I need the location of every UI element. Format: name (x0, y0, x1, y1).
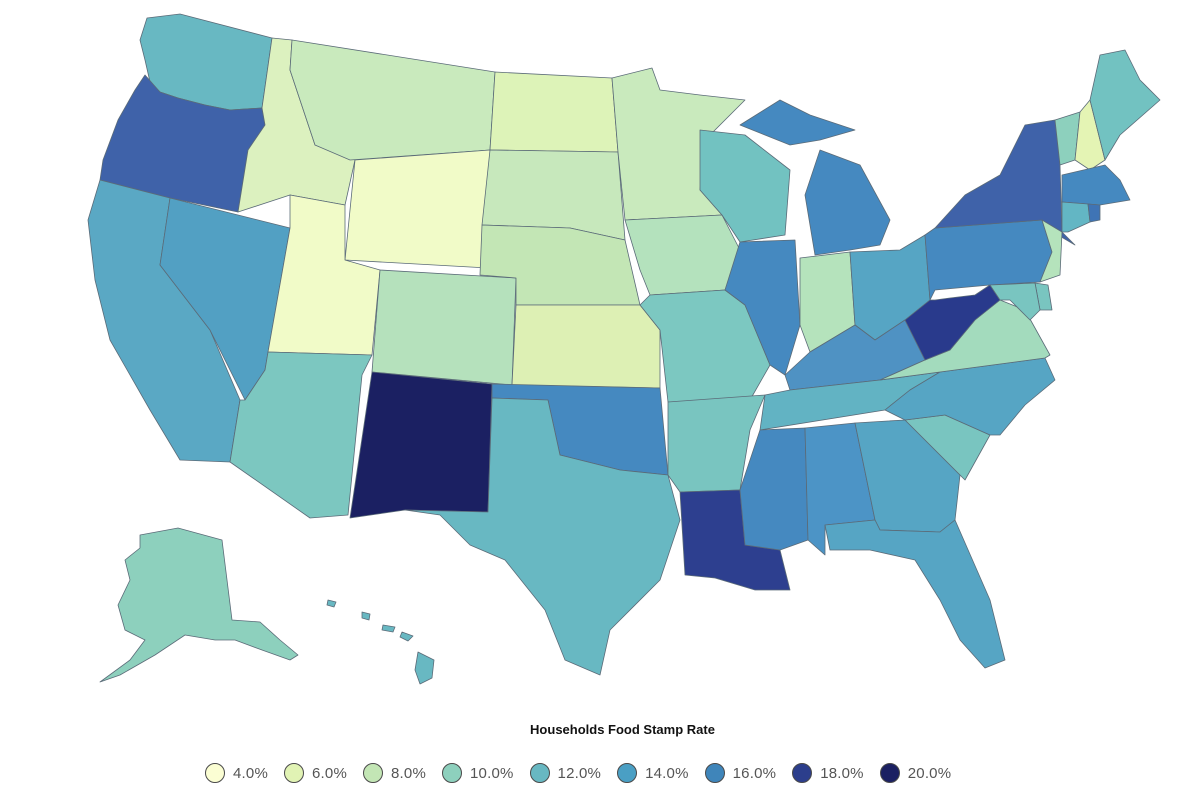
legend-label: 20.0% (907, 764, 952, 782)
state-MT[interactable] (289, 39, 496, 161)
legend-item[interactable]: 20.0% (879, 763, 952, 783)
legend-swatch (704, 763, 725, 783)
state-AK[interactable] (99, 527, 299, 683)
legend-label: 12.0% (557, 764, 602, 782)
state-CO[interactable] (371, 269, 517, 386)
state-RI[interactable] (1087, 203, 1101, 223)
state-NM[interactable] (349, 371, 493, 519)
state-FL[interactable] (824, 519, 1006, 669)
legend-label: 14.0% (645, 764, 689, 782)
state-NH[interactable] (1074, 99, 1106, 171)
state-MI[interactable] (739, 99, 891, 256)
state-MA[interactable] (1061, 164, 1131, 206)
state-WY[interactable] (344, 149, 491, 269)
state-IA[interactable] (624, 214, 741, 296)
legend-title: Households Food Stamp Rate (530, 722, 715, 737)
legend-label: 4.0% (233, 764, 268, 782)
state-HI[interactable] (326, 599, 435, 685)
state-ME[interactable] (1089, 49, 1161, 161)
legend-swatch (529, 763, 550, 783)
legend-item[interactable]: 16.0% (704, 763, 777, 783)
state-UT[interactable] (267, 194, 381, 356)
legend-swatch (284, 763, 304, 783)
legend-label: 6.0% (312, 764, 347, 782)
state-WI[interactable] (699, 129, 791, 243)
legend: 4.0% 6.0% 8.0% 10.0% 12.0% 14.0% 16.0% 18.0% 20.… (205, 760, 967, 786)
legend-item[interactable]: 4.0% (205, 763, 268, 783)
legend-item[interactable]: 6.0% (284, 763, 347, 783)
legend-swatch (363, 763, 383, 783)
legend-item[interactable]: 12.0% (529, 763, 602, 783)
state-MD[interactable] (989, 282, 1041, 321)
us-choropleth-map (87, 13, 1161, 685)
legend-swatch (879, 763, 900, 783)
legend-swatch (617, 763, 638, 783)
legend-label: 18.0% (820, 764, 864, 782)
state-NC[interactable] (884, 357, 1056, 436)
legend-item[interactable]: 10.0% (442, 763, 514, 783)
state-KS[interactable] (511, 304, 661, 389)
state-AZ[interactable] (229, 351, 373, 519)
legend-label: 16.0% (732, 764, 777, 782)
legend-label: 8.0% (391, 764, 426, 782)
legend-swatch (442, 763, 462, 783)
legend-item[interactable]: 8.0% (363, 763, 426, 783)
state-MS[interactable] (739, 427, 809, 551)
legend-item[interactable]: 18.0% (792, 763, 864, 783)
legend-label: 10.0% (470, 764, 514, 782)
legend-item[interactable]: 14.0% (617, 763, 689, 783)
legend-swatch (205, 763, 225, 783)
state-CT[interactable] (1061, 201, 1091, 233)
state-IL[interactable] (724, 239, 801, 376)
state-ND[interactable] (489, 71, 619, 153)
state-NJ[interactable] (1039, 219, 1063, 283)
legend-swatch (792, 763, 813, 783)
state-TX[interactable] (404, 397, 681, 676)
